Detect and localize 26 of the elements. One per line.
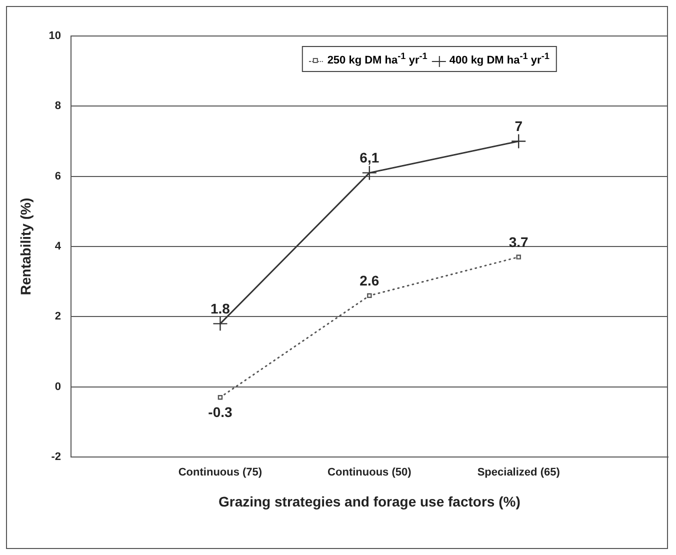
x-axis-title: Grazing strategies and forage use factors (%) — [218, 493, 520, 510]
data-label: 3.7 — [508, 234, 529, 250]
y-tick-label: 4 — [54, 240, 62, 253]
y-tick-label: 8 — [54, 100, 62, 112]
y-tick-label: 2 — [54, 310, 62, 323]
y-axis-title: Rentability (%) — [17, 198, 34, 296]
x-tick-label: Specialized (65) — [477, 466, 560, 479]
legend-label: 400 kg DM ha$^{-1}$ yr$^{-1}$ — [449, 51, 550, 67]
y-tick-label: 6 — [54, 170, 62, 182]
point — [362, 165, 378, 180]
y-tick-label: -2 — [51, 451, 62, 464]
x-tick-label: Continuous (75) — [178, 466, 262, 479]
point — [367, 293, 372, 298]
data-label: 2.6 — [360, 272, 380, 288]
data-label: 1.8 — [210, 300, 230, 317]
point — [516, 254, 521, 260]
point — [212, 316, 228, 332]
data-label: -0.3 — [208, 404, 232, 420]
y-tick-label: 0 — [54, 380, 62, 393]
data-label: 7 — [514, 118, 523, 134]
x-tick-label: Continuous (50) — [328, 466, 412, 479]
data-label: 6,1 — [360, 150, 380, 166]
point — [218, 394, 223, 400]
y-tick-label: 10 — [48, 30, 62, 42]
legend-label: 250 kg DM ha$^{-1}$ yr$^{-1}$ — [327, 51, 428, 67]
point — [511, 134, 526, 149]
